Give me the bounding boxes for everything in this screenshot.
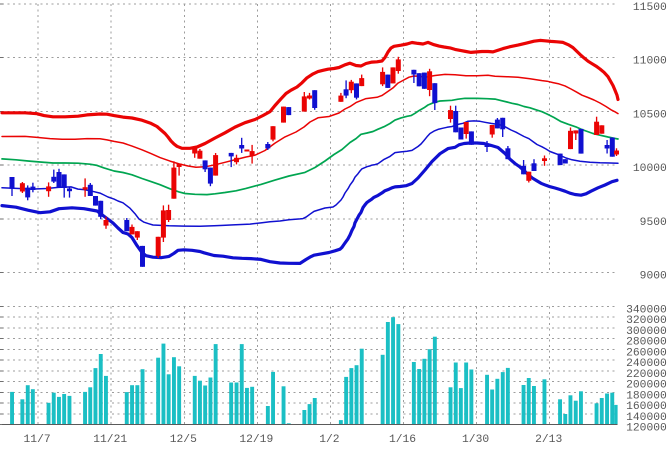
svg-text:120000: 120000 — [626, 423, 667, 435]
svg-text:180000: 180000 — [626, 390, 667, 402]
svg-text:9500: 9500 — [640, 217, 667, 229]
svg-text:12/5: 12/5 — [170, 434, 197, 446]
svg-text:10000: 10000 — [633, 163, 667, 175]
svg-text:9000: 9000 — [640, 271, 667, 283]
svg-text:1/2: 1/2 — [319, 434, 339, 446]
svg-text:340000: 340000 — [626, 305, 667, 317]
svg-text:140000: 140000 — [626, 412, 667, 424]
svg-text:2/13: 2/13 — [535, 434, 562, 446]
svg-text:240000: 240000 — [626, 358, 667, 370]
svg-text:200000: 200000 — [626, 380, 667, 392]
svg-text:1/30: 1/30 — [462, 434, 489, 446]
svg-text:11/7: 11/7 — [24, 434, 51, 446]
svg-text:11/21: 11/21 — [93, 434, 127, 446]
svg-text:220000: 220000 — [626, 369, 667, 381]
svg-text:260000: 260000 — [626, 347, 667, 359]
svg-text:11500: 11500 — [633, 2, 667, 14]
svg-text:280000: 280000 — [626, 337, 667, 349]
svg-text:1/16: 1/16 — [389, 434, 416, 446]
svg-text:11000: 11000 — [633, 56, 667, 68]
svg-text:160000: 160000 — [626, 401, 667, 413]
svg-text:10500: 10500 — [633, 109, 667, 121]
svg-text:12/19: 12/19 — [239, 434, 273, 446]
svg-text:320000: 320000 — [626, 315, 667, 327]
svg-text:300000: 300000 — [626, 326, 667, 338]
